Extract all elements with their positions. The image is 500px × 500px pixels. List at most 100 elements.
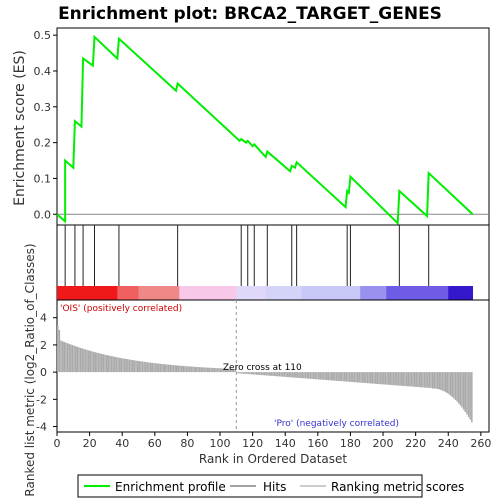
metric-bar — [306, 372, 308, 379]
metric-bar — [145, 361, 147, 373]
metric-bar — [185, 366, 188, 373]
metric-bar — [394, 372, 396, 386]
metric-bar — [335, 372, 338, 381]
metric-bar — [174, 365, 176, 373]
es-y-tick-label: 0.2 — [34, 137, 52, 150]
metric-bar — [412, 372, 414, 387]
x-tick-label: 220 — [405, 437, 426, 450]
metric-bar — [425, 372, 427, 388]
x-tick-label: 40 — [115, 437, 129, 450]
metric-bar — [339, 372, 341, 382]
legend-metric-label: Ranking metric scores — [331, 480, 464, 494]
metric-bar — [237, 372, 240, 374]
metric-bar — [459, 372, 462, 406]
metric-bar — [58, 329, 61, 373]
metric-bar — [355, 372, 357, 383]
metric-bar — [337, 372, 339, 381]
metric-bar — [101, 353, 103, 373]
metric-bar — [81, 348, 83, 373]
metric-bar — [366, 372, 369, 384]
metric-bar — [257, 372, 260, 375]
metric-bar — [65, 342, 67, 373]
metric-bar — [291, 372, 294, 378]
negative-label: 'Pro' (negatively correlated) — [274, 419, 399, 429]
metric-bar — [68, 343, 70, 373]
metric-bar — [89, 350, 92, 373]
metric-bar — [110, 356, 113, 373]
metric-bar — [400, 372, 403, 386]
metric-bar — [171, 364, 173, 373]
legend-enrichment-label: Enrichment profile — [115, 480, 226, 494]
x-tick-label: 200 — [373, 437, 394, 450]
metric-bar — [169, 364, 171, 373]
metric-bar — [218, 368, 220, 373]
metric-bar — [83, 348, 85, 373]
metric-bar — [268, 372, 271, 376]
metric-bar — [76, 346, 79, 373]
metric-bar — [467, 372, 470, 417]
metric-bar — [444, 372, 447, 393]
metric-bar — [117, 357, 119, 373]
metric-bar — [246, 372, 248, 374]
metric-bar — [66, 343, 69, 373]
metric-bar — [270, 372, 273, 376]
metric-bar — [86, 349, 88, 373]
metric-bar — [250, 372, 253, 375]
metric-bar — [184, 366, 186, 373]
metric-bar — [60, 340, 62, 373]
metric-bar — [454, 372, 457, 400]
metric-bar — [381, 372, 383, 385]
metric-bar — [228, 368, 230, 373]
metric-bar — [449, 372, 452, 396]
rank-color-segment — [57, 286, 118, 300]
metric-bar — [120, 358, 123, 373]
metric-bar — [87, 350, 90, 373]
metric-bar — [392, 372, 395, 386]
metric-bar — [360, 372, 362, 383]
metric-bar — [299, 372, 302, 379]
es-y-tick-label: 0.3 — [34, 101, 52, 114]
metric-bar — [203, 367, 206, 373]
metric-bar — [462, 372, 465, 410]
metric-bar — [345, 372, 348, 382]
rank-color-segment — [236, 286, 266, 300]
x-tick-label: 240 — [438, 437, 459, 450]
metric-bar — [286, 372, 289, 378]
metric-bar — [164, 364, 167, 373]
metric-bar — [220, 368, 222, 373]
x-tick-label: 120 — [242, 437, 263, 450]
x-ticks: 0 20 40 60 80 100 120 140 160 180 200 220 240 260 — [54, 432, 491, 450]
metric-bar — [295, 372, 297, 378]
metric-bar — [441, 372, 444, 391]
metric-bar — [233, 368, 235, 373]
metric-bar — [317, 372, 320, 380]
metric-bar — [63, 341, 66, 373]
metric-bar — [162, 364, 165, 373]
metric-bar — [198, 367, 201, 373]
metric-bar — [265, 372, 268, 376]
metric-bar — [234, 368, 237, 373]
metric-bar — [353, 372, 356, 383]
metric-bar — [143, 361, 145, 373]
metric-bar — [190, 366, 193, 373]
metric-bar — [451, 372, 454, 397]
x-tick-label: 100 — [210, 437, 231, 450]
metric-bar — [402, 372, 405, 386]
metric-bar — [435, 372, 437, 389]
metric-bar — [464, 372, 467, 412]
metric-bar — [70, 344, 72, 373]
metric-y-axis-label: Ranked list metric (log2_Ratio_of_Classe… — [23, 243, 37, 496]
es-y-tick-label: 0.5 — [34, 29, 52, 42]
metric-bar — [127, 359, 129, 373]
es-y-axis-label: Enrichment score (ES) — [12, 50, 28, 206]
metric-bar — [159, 363, 162, 373]
metric-bar — [281, 372, 284, 377]
metric-bar — [417, 372, 419, 388]
metric-bar — [176, 365, 178, 373]
es-panel — [56, 27, 490, 226]
metric-bar — [410, 372, 413, 387]
metric-bar — [259, 372, 261, 375]
metric-bar — [166, 364, 168, 373]
metric-bar — [192, 366, 194, 373]
metric-bar — [172, 365, 175, 373]
